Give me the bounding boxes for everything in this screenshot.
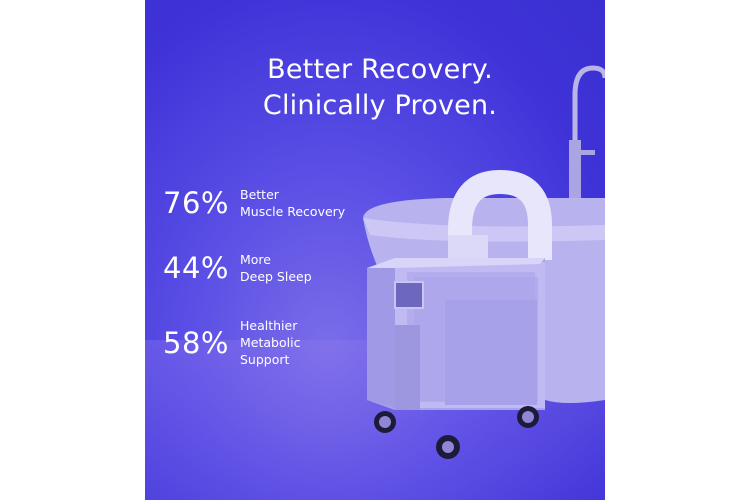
faucet [569,65,605,210]
stat-line: Better [240,187,279,202]
stat-line: Support [240,352,290,367]
headline: Better Recovery. Clinically Proven. [180,52,580,124]
stat-value: 58% [163,325,229,360]
stat-line: Deep Sleep [240,269,312,284]
stat-description: More Deep Sleep [240,251,312,285]
stat-value: 44% [163,251,229,285]
stat-line: Healthier [240,318,298,333]
product-image-panel: Better Recovery. Clinically Proven. 76% … [145,0,605,500]
chiller-unit [367,258,545,410]
stat-deep-sleep: 44% More Deep Sleep [163,251,312,285]
hose [448,169,552,268]
stat-metabolic-support: 58% Healthier Metabolic Support [163,317,300,368]
stat-line: Muscle Recovery [240,204,346,219]
stat-muscle-recovery: 76% Better Muscle Recovery [163,186,345,220]
product-illustration [363,65,605,459]
stat-description: Healthier Metabolic Support [240,317,300,368]
stat-description: Better Muscle Recovery [240,186,345,220]
headline-line-1: Better Recovery. [267,54,493,85]
wheels [374,406,539,459]
stat-line: More [240,252,271,267]
stat-line: Metabolic [240,335,301,350]
headline-line-2: Clinically Proven. [262,90,498,121]
stat-value: 76% [163,186,229,220]
